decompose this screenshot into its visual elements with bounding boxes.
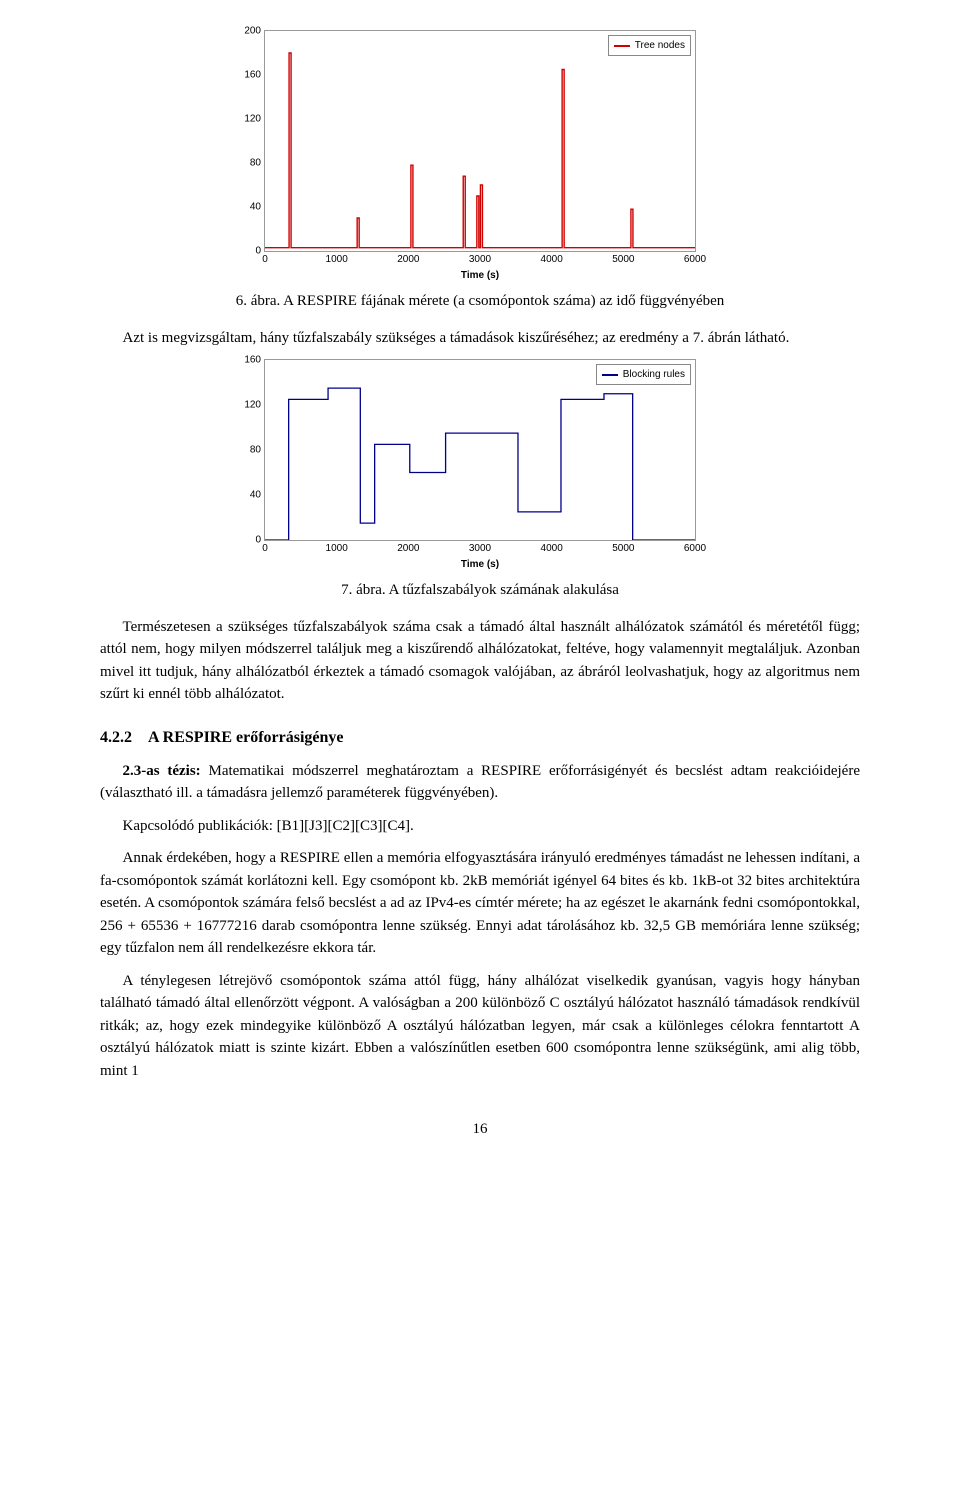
paragraph-pubs: Kapcsolódó publikációk: [B1][J3][C2][C3]… (100, 815, 860, 838)
paragraph-2: Természetesen a szükséges tűzfalszabályo… (100, 616, 860, 706)
paragraph-6: A ténylegesen létrejövő csomópontok szám… (100, 970, 860, 1083)
figure-6-caption: 6. ábra. A RESPIRE fájának mérete (a cso… (100, 290, 860, 313)
legend-label: Blocking rules (623, 367, 685, 382)
legend: Blocking rules (596, 364, 691, 385)
section-heading: 4.2.2 A RESPIRE erőforrásigénye (100, 726, 860, 750)
figure-7: 040801201600100020003000400050006000Time… (100, 359, 860, 541)
x-tick-label: 5000 (612, 252, 634, 267)
y-tick-label: 40 (237, 488, 261, 503)
y-tick-label: 120 (237, 398, 261, 413)
figure-6: 040801201602000100020003000400050006000T… (100, 30, 860, 252)
figure-7-caption: 7. ábra. A tűzfalszabályok számának alak… (100, 579, 860, 602)
x-tick-label: 6000 (684, 252, 706, 267)
y-tick-label: 80 (237, 443, 261, 458)
chart-blocking-rules: 040801201600100020003000400050006000Time… (264, 359, 696, 541)
page-number: 16 (100, 1118, 860, 1141)
y-tick-label: 80 (237, 156, 261, 171)
x-tick-label: 0 (262, 541, 268, 556)
y-tick-label: 0 (237, 244, 261, 259)
y-tick-label: 160 (237, 353, 261, 368)
x-tick-label: 1000 (326, 252, 348, 267)
x-axis-label: Time (s) (461, 557, 499, 572)
y-tick-label: 200 (237, 24, 261, 39)
x-tick-label: 2000 (397, 541, 419, 556)
x-tick-label: 4000 (541, 252, 563, 267)
thesis-text: Matematikai módszerrel meghatároztam a R… (100, 763, 860, 802)
x-tick-label: 0 (262, 252, 268, 267)
paragraph-1: Azt is megvizsgáltam, hány tűzfalszabály… (100, 327, 860, 350)
y-tick-label: 160 (237, 68, 261, 83)
legend-line-swatch (602, 374, 618, 376)
legend: Tree nodes (608, 35, 691, 56)
x-tick-label: 2000 (397, 252, 419, 267)
x-tick-label: 1000 (326, 541, 348, 556)
y-tick-label: 0 (237, 533, 261, 548)
x-axis-label: Time (s) (461, 268, 499, 283)
legend-line-swatch (614, 45, 630, 47)
x-tick-label: 3000 (469, 541, 491, 556)
chart-tree-nodes: 040801201602000100020003000400050006000T… (264, 30, 696, 252)
y-tick-label: 40 (237, 200, 261, 215)
paragraph-5: Annak érdekében, hogy a RESPIRE ellen a … (100, 847, 860, 960)
y-tick-label: 120 (237, 112, 261, 127)
legend-label: Tree nodes (635, 38, 685, 53)
x-tick-label: 6000 (684, 541, 706, 556)
x-tick-label: 5000 (612, 541, 634, 556)
x-tick-label: 3000 (469, 252, 491, 267)
paragraph-thesis: 2.3-as tézis: Matematikai módszerrel meg… (100, 760, 860, 805)
thesis-label: 2.3-as tézis: (123, 763, 201, 779)
x-tick-label: 4000 (541, 541, 563, 556)
